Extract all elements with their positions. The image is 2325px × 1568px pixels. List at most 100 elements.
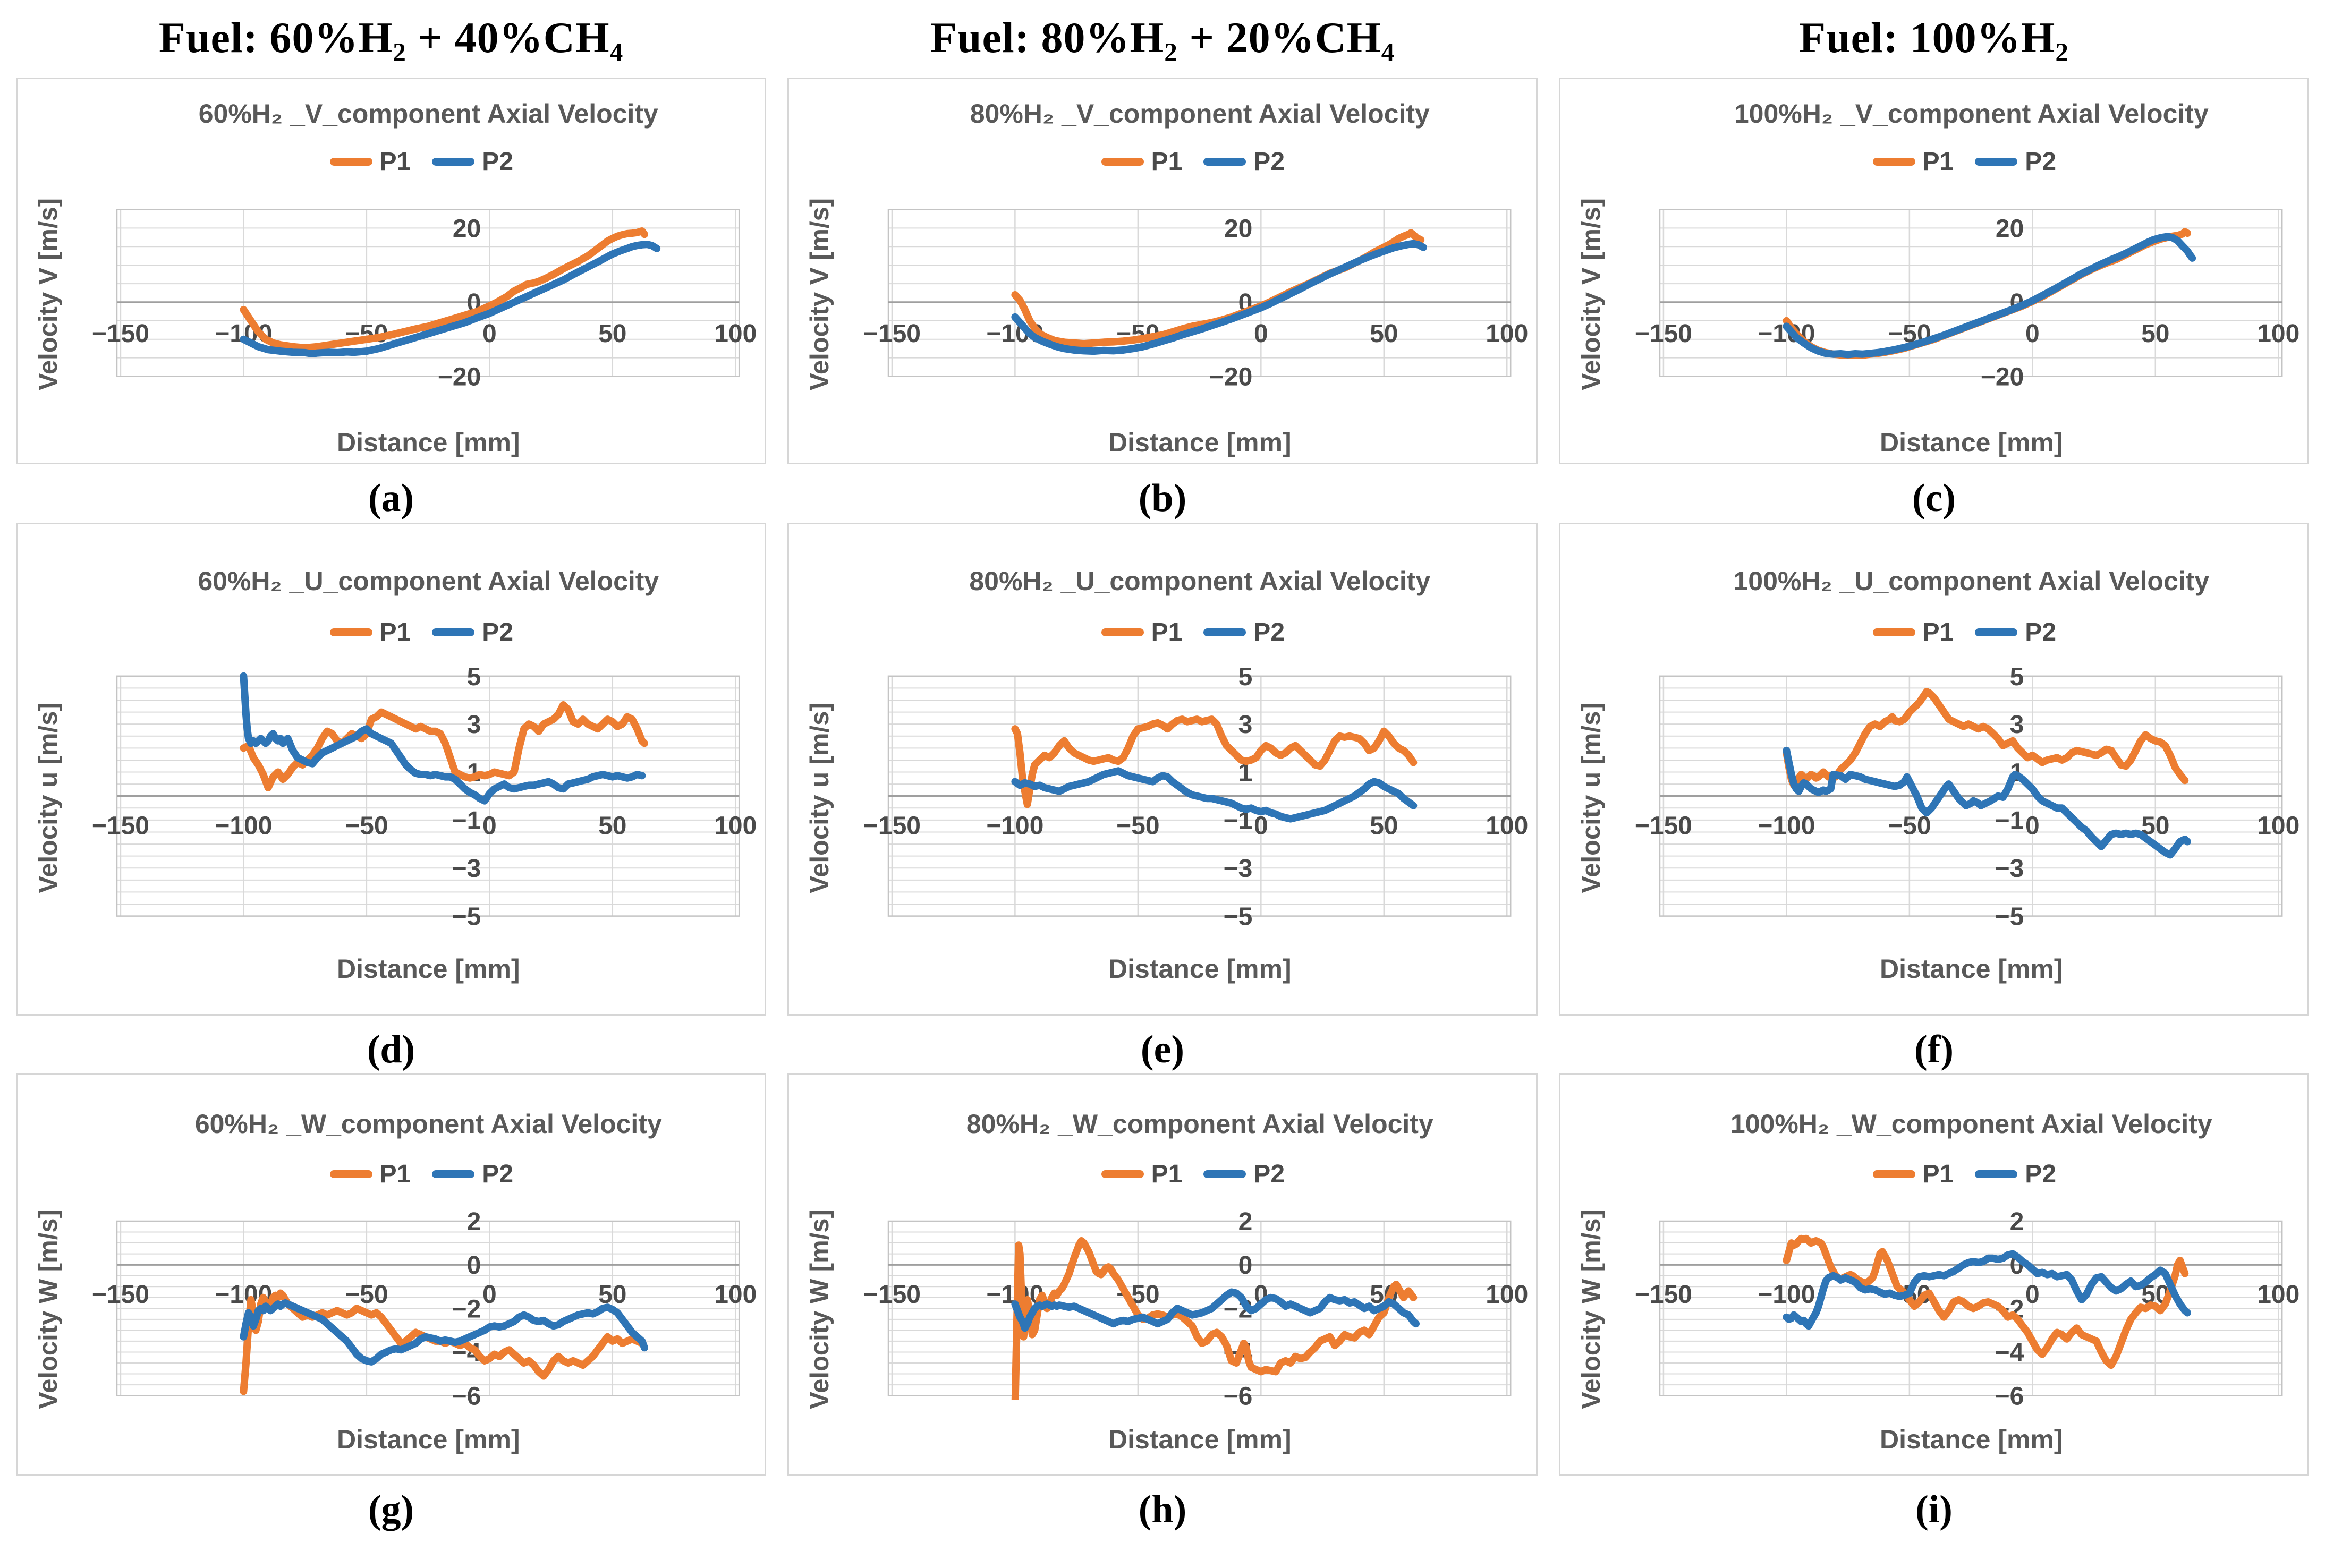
legend-label-p2: P2: [2025, 618, 2057, 646]
plot-border: [887, 1220, 1512, 1396]
x-tick-label: −150: [863, 1281, 921, 1309]
series-line-p1: [1783, 688, 2189, 789]
x-tick-label: 0: [2025, 320, 2040, 348]
x-tick-label: −100: [215, 812, 272, 840]
x-tick-label: −50: [345, 1281, 388, 1309]
x-axis-title: Distance [mm]: [1880, 954, 2063, 984]
series-line-p2: [1783, 1250, 2191, 1330]
plot-area: 20−2−4−6−150 −100 −50 0 50 100: [92, 1208, 757, 1411]
x-tick-label: −150: [92, 1281, 149, 1309]
y-tick-label: 2: [2010, 1208, 2024, 1236]
y-tick-label: −6: [1995, 1383, 2024, 1411]
y-tick-label: 3: [467, 711, 481, 739]
chart-title: 100%H₂ _U_component Axial Velocity: [1733, 566, 2210, 596]
chart-panel-i: 2 0 −2 −4 −6 −150 −100 −50 0 50 100 100%H₂ _W_comp…: [1559, 1073, 2309, 1551]
subfigure-caption: (g): [368, 1488, 414, 1531]
y-tick-label: −20: [438, 363, 481, 391]
subfigure-caption: (d): [367, 1028, 415, 1071]
x-tick-label: 0: [2025, 1281, 2040, 1309]
y-axis-title: Velocity u [m/s]: [1577, 702, 1606, 893]
y-tick-label: 2: [467, 1208, 481, 1236]
x-tick-label: 50: [2141, 320, 2169, 348]
legend-label-p1: P1: [379, 1160, 411, 1188]
plot-area: 200−20−150 −100 −50 0 50 100: [92, 209, 757, 391]
legend-label-p2: P2: [1253, 618, 1285, 646]
x-tick-label: 50: [598, 812, 626, 840]
legend: P1 P2: [1650, 618, 2293, 647]
y-tick-label: −6: [1224, 1383, 1253, 1411]
y-tick-label: 5: [1238, 663, 1253, 691]
x-tick-label: 0: [482, 320, 497, 348]
legend-swatch-p2: [432, 158, 475, 166]
x-tick-label: 100: [714, 320, 757, 348]
chart-title: 60%H₂ _U_component Axial Velocity: [198, 566, 659, 596]
legend: P1 P2: [107, 147, 750, 176]
legend-label-p2: P2: [482, 618, 514, 646]
legend-label-p1: P1: [1922, 148, 1954, 176]
legend: P1 P2: [879, 147, 1521, 176]
x-axis-title: Distance [mm]: [337, 428, 520, 457]
legend: P1 P2: [879, 1160, 1521, 1189]
x-tick-label: 100: [2257, 812, 2299, 840]
y-tick-label: 20: [1996, 215, 2024, 243]
series-line-p2: [1783, 746, 2191, 859]
legend-swatch-p2: [1975, 1170, 2018, 1178]
x-tick-label: −50: [1888, 812, 1931, 840]
legend-swatch-p2: [432, 1170, 475, 1178]
y-tick-label: −2: [452, 1295, 481, 1323]
legend-label-p1: P1: [379, 618, 411, 646]
y-axis-title: Velocity u [m/s]: [34, 702, 63, 893]
chart-panel-e: 5 3 1 −1 −3 −5 −150 −100 −50 0 50 100 80%H₂ _U_comp…: [787, 523, 1538, 1073]
y-tick-label: 20: [1224, 215, 1252, 243]
series-group: [1011, 715, 1418, 823]
x-tick-label: 100: [2257, 1281, 2299, 1309]
series-group: [240, 1289, 648, 1395]
legend-swatch-p1: [329, 628, 372, 636]
legend-swatch-p1: [329, 158, 372, 166]
legend-swatch-p2: [1975, 158, 2018, 166]
x-tick-label: −150: [92, 812, 149, 840]
legend-swatch-p2: [1975, 628, 2018, 636]
y-tick-label: 0: [467, 1251, 481, 1280]
chart-title: 80%H₂ _W_component Axial Velocity: [966, 1109, 1433, 1139]
chart-a: 20 0 −20 −150 −100 −50 0 50 100 60%H₂ _V_compone…: [16, 78, 766, 464]
subfigure-caption: (i): [1915, 1488, 1953, 1531]
y-tick-label: −20: [1209, 363, 1252, 391]
y-axis-title: Velocity V [m/s]: [34, 198, 63, 391]
series-group: [240, 227, 661, 357]
series-group: [240, 672, 648, 805]
chart-panel-b: 20 0 −20 −150 −100 −50 0 50 100 80%H₂ _V_compone…: [787, 78, 1538, 523]
x-tick-label: −150: [92, 320, 149, 348]
x-tick-label: 100: [714, 812, 757, 840]
y-axis-title: Velocity V [m/s]: [1577, 198, 1606, 391]
x-tick-label: 100: [2257, 320, 2299, 348]
chart-i: 2 0 −2 −4 −6 −150 −100 −50 0 50 100 100%H₂ _W_comp…: [1559, 1073, 2309, 1476]
y-tick-label: −5: [1224, 903, 1253, 931]
legend: P1 P2: [107, 618, 750, 647]
y-tick-label: −6: [452, 1383, 481, 1411]
x-tick-label: 50: [1370, 812, 1398, 840]
legend-label-p1: P1: [1922, 618, 1954, 646]
y-axis-title: Velocity W [m/s]: [805, 1209, 834, 1409]
chart-title: 80%H₂ _U_component Axial Velocity: [969, 566, 1431, 596]
legend-swatch-p2: [432, 628, 475, 636]
y-tick-label: 2: [1238, 1208, 1253, 1236]
chart-title: 80%H₂ _V_component Axial Velocity: [970, 99, 1430, 129]
plot-area: 200−20−150 −100 −50 0 50 100: [1635, 209, 2299, 391]
legend-swatch-p1: [1101, 628, 1144, 636]
legend-label-p1: P1: [1151, 148, 1183, 176]
y-tick-label: −1: [1995, 807, 2024, 835]
y-axis-title: Velocity W [m/s]: [34, 1209, 63, 1409]
chart-f: 5 3 1 −1 −3 −5 −150 −100 −50 0 50 100 100%H₂ _U_com…: [1559, 523, 2309, 1016]
x-tick-label: 0: [482, 812, 497, 840]
chart-b: 20 0 −20 −150 −100 −50 0 50 100 80%H₂ _V_compone…: [787, 78, 1538, 464]
series-line-p1: [240, 1289, 646, 1395]
x-tick-label: −150: [1635, 1281, 1692, 1309]
y-tick-label: −5: [1995, 903, 2024, 931]
x-tick-label: 50: [598, 1281, 626, 1309]
y-tick-label: 5: [467, 663, 481, 691]
y-tick-label: −3: [1995, 855, 2024, 883]
series-line-p2: [240, 241, 661, 357]
chart-panel-f: 5 3 1 −1 −3 −5 −150 −100 −50 0 50 100 100%H₂ _U_com…: [1559, 523, 2309, 1073]
x-axis-title: Distance [mm]: [337, 954, 520, 984]
